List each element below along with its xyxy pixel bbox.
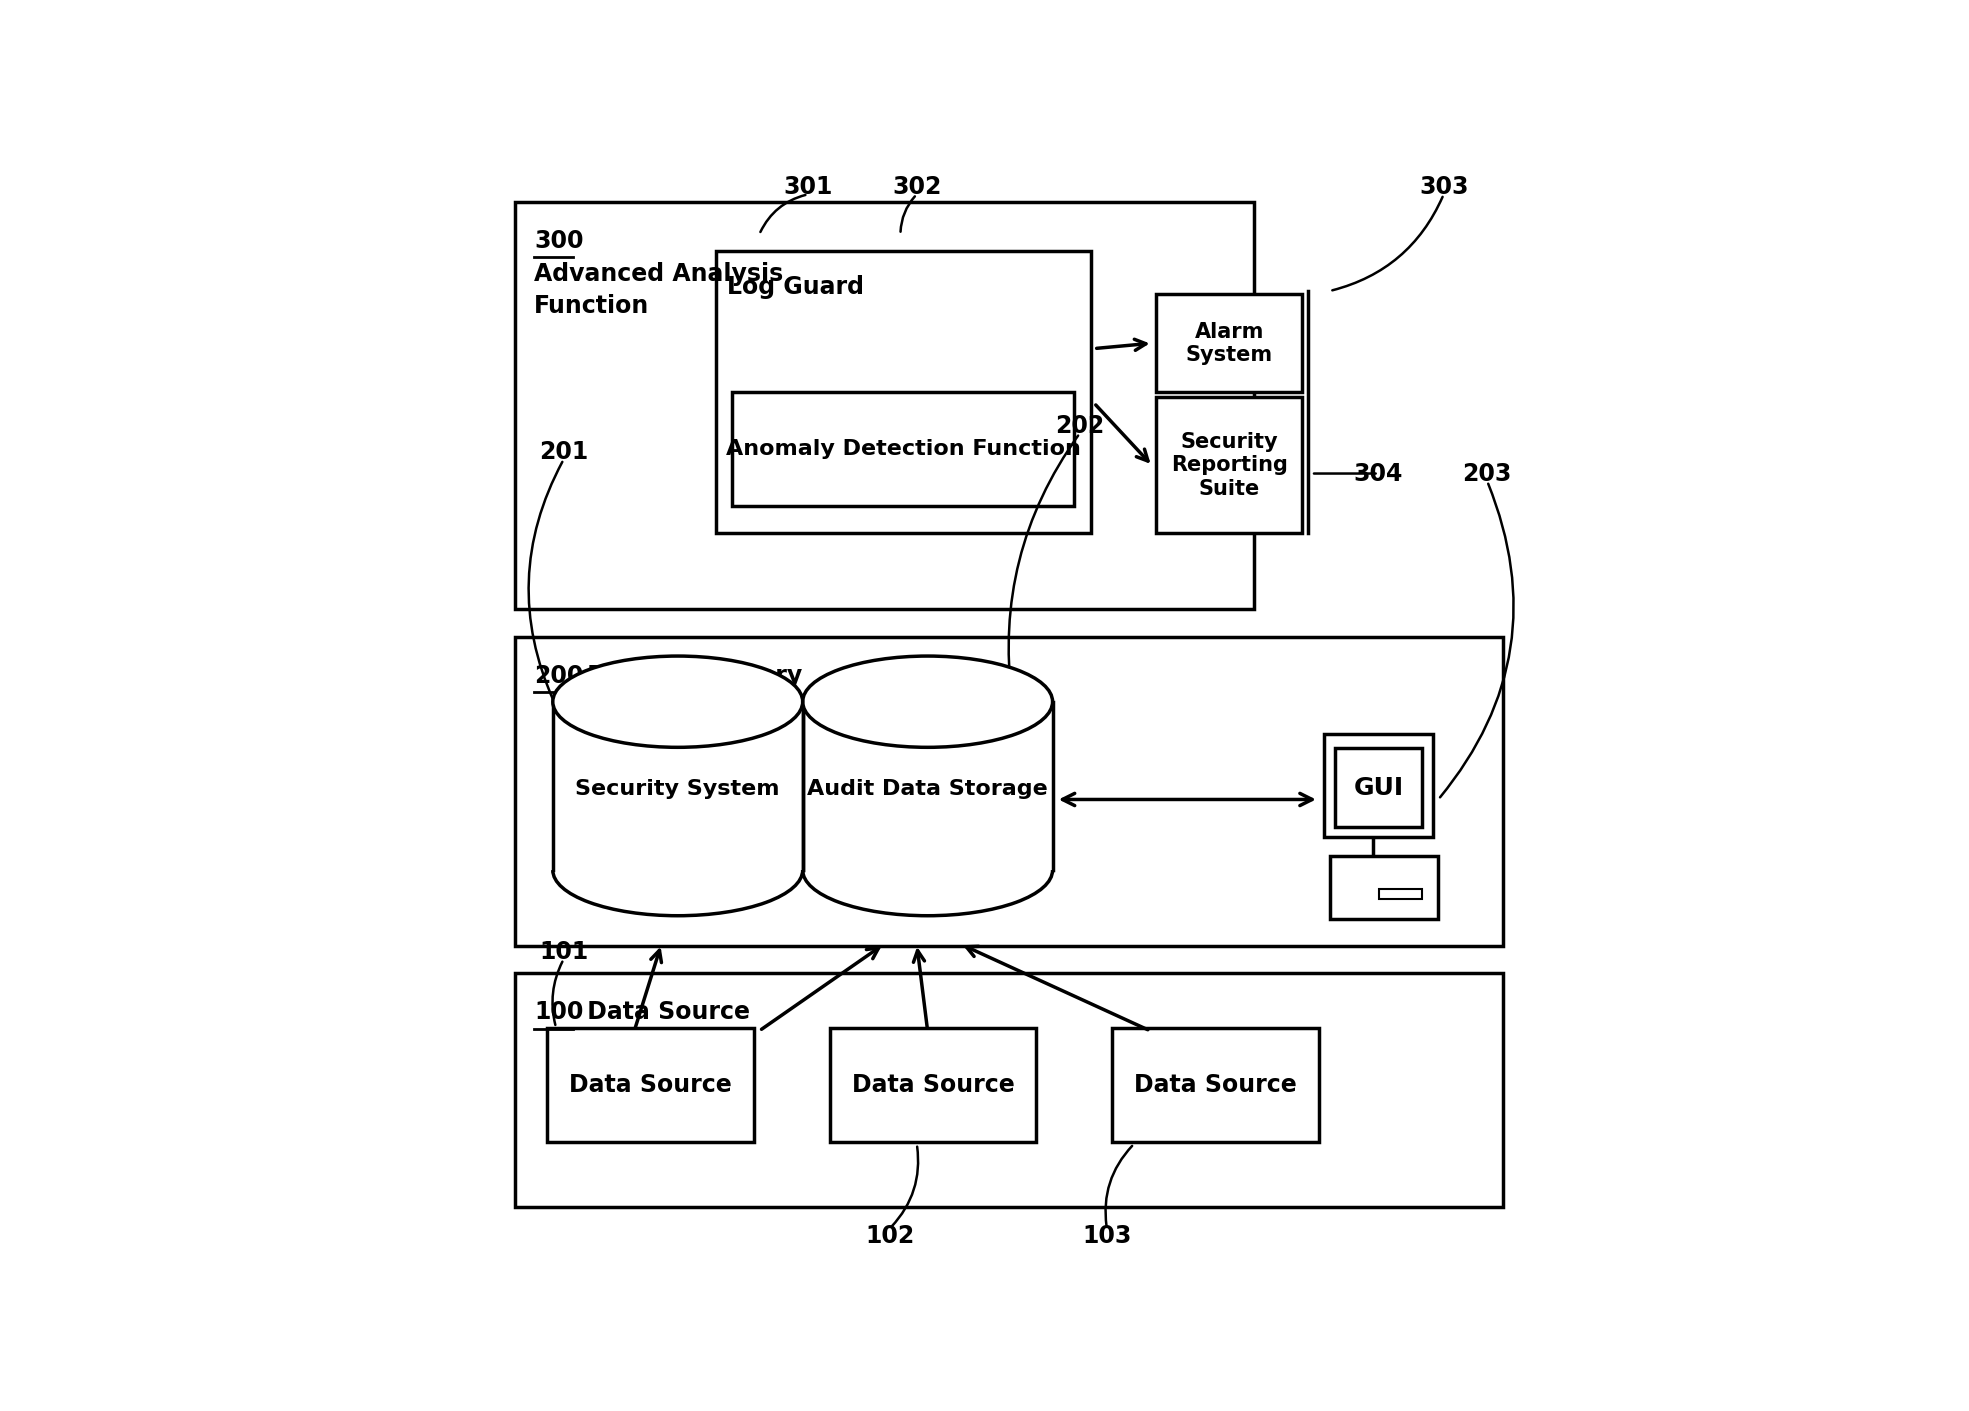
Bar <box>1156 398 1302 533</box>
Text: Log Guard: Log Guard <box>727 275 864 299</box>
Text: Function: Function <box>534 295 650 319</box>
Bar <box>1335 748 1422 827</box>
Text: Data Source: Data Source <box>579 1000 750 1024</box>
Bar <box>547 1027 754 1141</box>
Text: Data Source: Data Source <box>853 1072 1014 1096</box>
Text: Data Source: Data Source <box>1134 1072 1298 1096</box>
Text: 200: 200 <box>534 663 583 687</box>
Text: 101: 101 <box>540 940 589 964</box>
Bar <box>1325 734 1433 838</box>
Text: 201: 201 <box>540 440 589 464</box>
Text: Data Source: Data Source <box>569 1072 732 1096</box>
Text: Security System: Security System <box>575 779 780 799</box>
Text: 300: 300 <box>534 229 585 253</box>
Text: GUI: GUI <box>1353 776 1404 800</box>
Text: 102: 102 <box>864 1225 914 1249</box>
Text: 202: 202 <box>1055 413 1105 437</box>
Bar <box>514 636 1504 947</box>
Text: Advanced Analysis: Advanced Analysis <box>534 261 784 285</box>
Bar <box>829 1027 1036 1141</box>
Text: 103: 103 <box>1083 1225 1132 1249</box>
Text: Anomaly Detection Function: Anomaly Detection Function <box>727 439 1081 459</box>
Text: 303: 303 <box>1420 175 1469 199</box>
Bar <box>1329 856 1437 919</box>
Bar <box>717 251 1091 533</box>
Bar <box>553 701 803 871</box>
Bar <box>1378 889 1422 899</box>
Bar <box>1112 1027 1319 1141</box>
Ellipse shape <box>553 656 803 748</box>
Bar <box>1156 295 1302 392</box>
Bar <box>514 974 1504 1206</box>
Text: 304: 304 <box>1355 461 1404 485</box>
Text: 100: 100 <box>534 1000 583 1024</box>
Bar <box>732 392 1075 507</box>
Ellipse shape <box>803 656 1053 748</box>
Bar <box>803 701 1053 871</box>
Text: Audit Data Storage: Audit Data Storage <box>807 779 1048 799</box>
Text: Alarm
System: Alarm System <box>1185 322 1272 365</box>
Text: Security
Reporting
Suite: Security Reporting Suite <box>1172 432 1288 498</box>
Text: Data Repository: Data Repository <box>579 663 801 687</box>
Text: 302: 302 <box>892 175 941 199</box>
Text: 301: 301 <box>784 175 833 199</box>
Bar <box>514 202 1254 610</box>
Text: 203: 203 <box>1463 461 1512 485</box>
